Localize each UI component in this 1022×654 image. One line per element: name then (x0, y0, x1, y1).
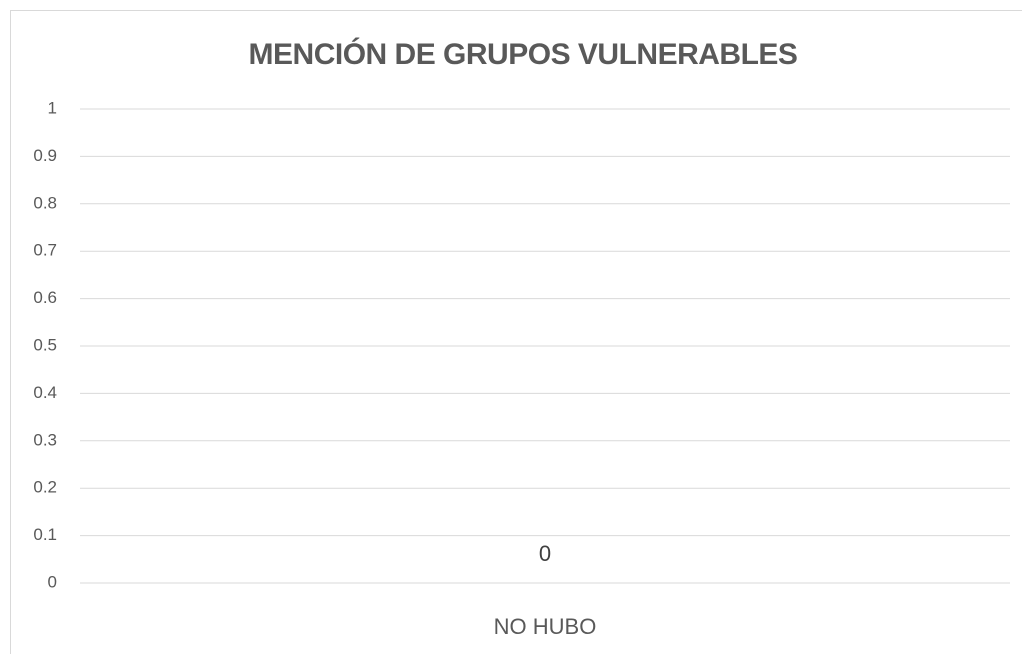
x-tick-label: NO HUBO (494, 614, 597, 639)
chart-frame (10, 10, 1022, 654)
data-label: 0 (539, 541, 551, 566)
y-tick-label: 0.9 (33, 146, 57, 165)
y-tick-label: 0.5 (33, 335, 57, 354)
y-tick-label: 0.8 (33, 193, 57, 212)
y-tick-label: 0.4 (33, 383, 57, 402)
y-tick-label: 0.6 (33, 288, 57, 307)
y-tick-label: 0 (48, 572, 57, 591)
y-tick-label: 1 (48, 98, 57, 117)
y-tick-label: 0.1 (33, 525, 57, 544)
y-tick-label: 0.2 (33, 478, 57, 497)
chart-title: MENCIÓN DE GRUPOS VULNERABLES (249, 37, 798, 71)
y-tick-label: 0.7 (33, 241, 57, 260)
y-tick-label: 0.3 (33, 430, 57, 449)
